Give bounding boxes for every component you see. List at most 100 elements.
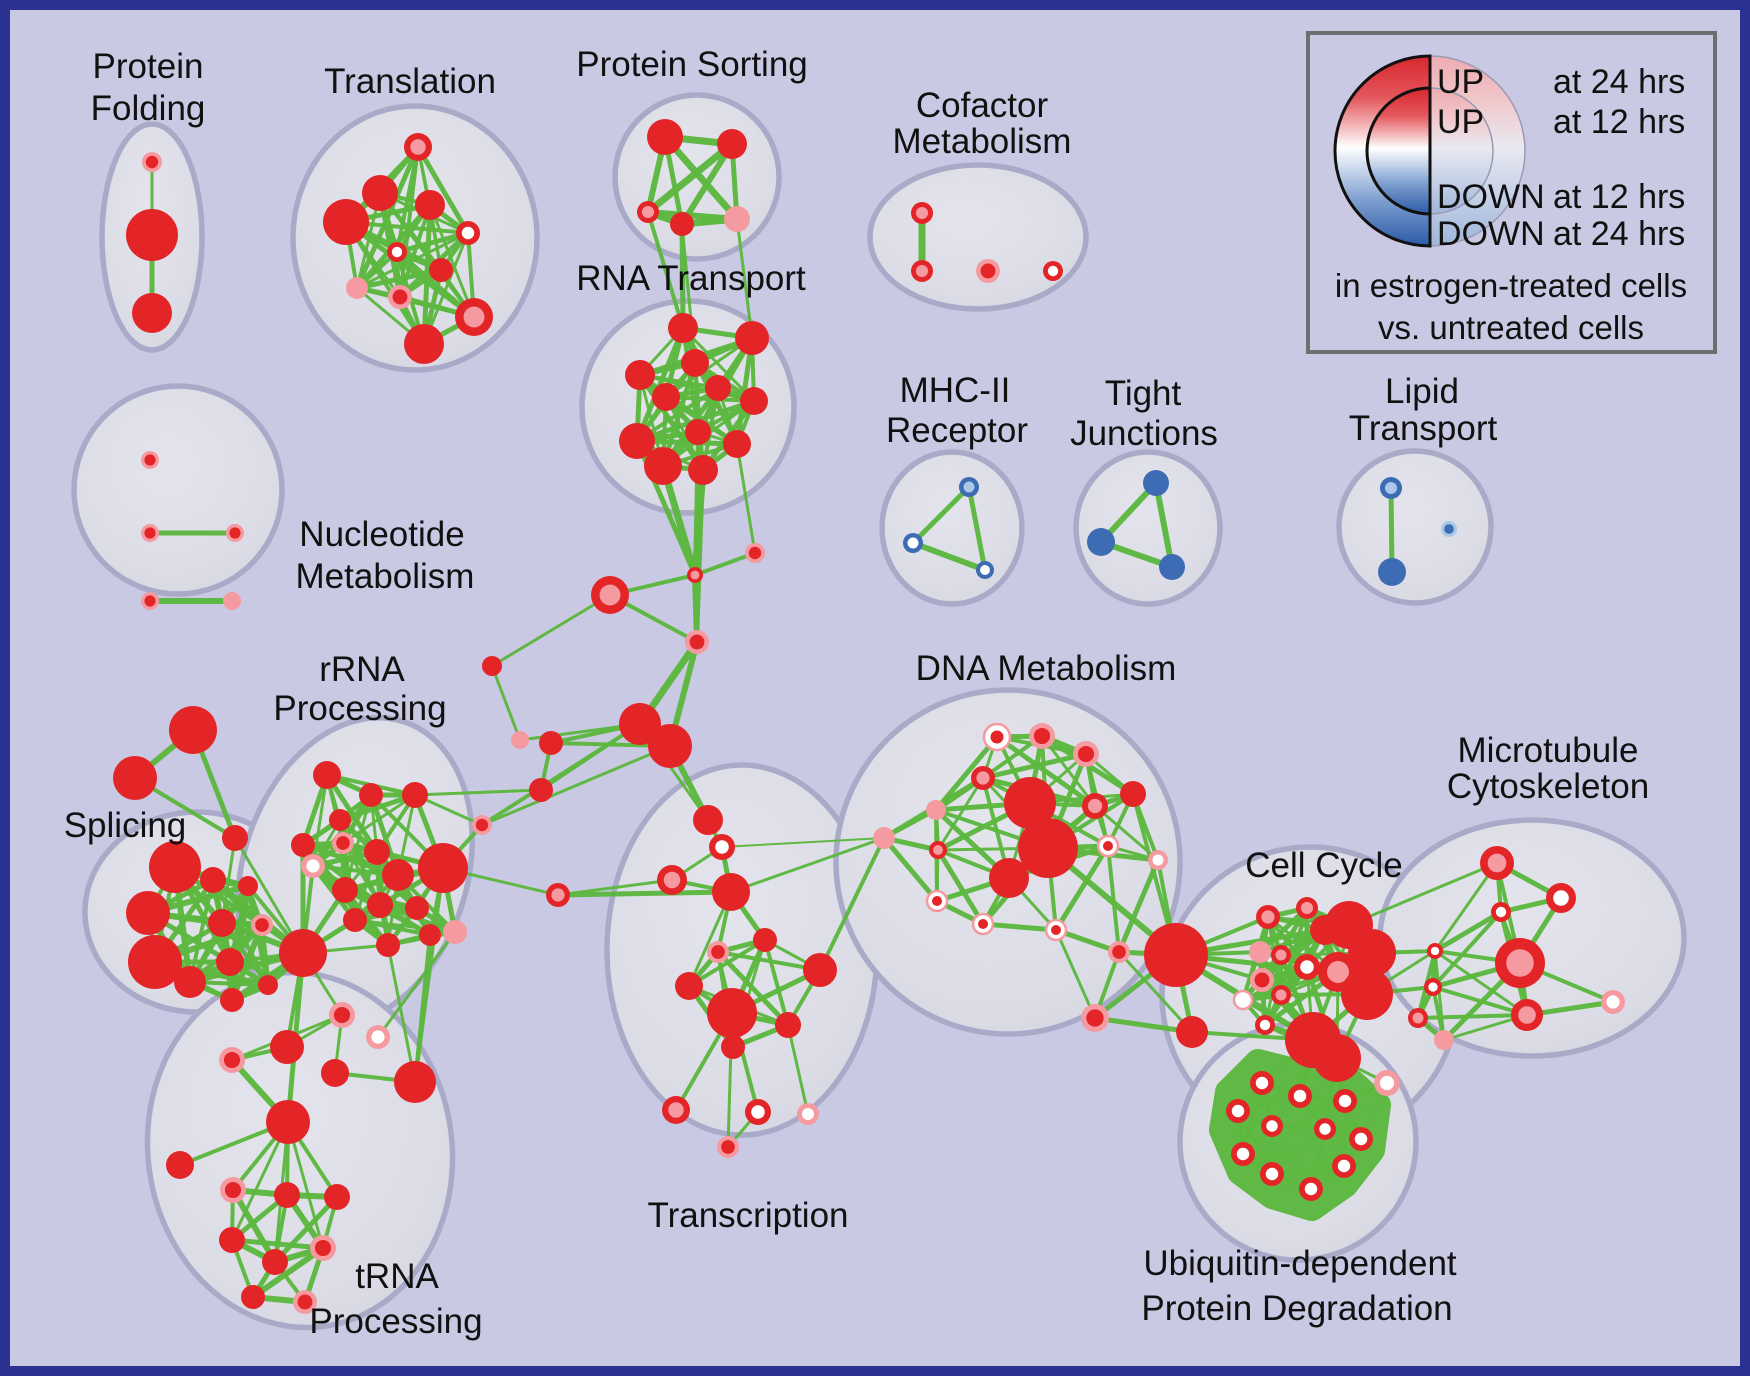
network-node-center [1275, 989, 1287, 1001]
network-node-center [641, 205, 655, 219]
network-edge [715, 949, 791, 1028]
network-node [166, 1151, 194, 1179]
cluster-label: Ubiquitin-dependent [1143, 1244, 1457, 1283]
network-node [174, 966, 206, 998]
network-node-center [1606, 995, 1620, 1009]
network-node-center [1152, 854, 1164, 866]
network-node-center [689, 634, 705, 650]
network-node-center [1327, 961, 1349, 983]
network-node-center [1087, 798, 1103, 814]
network-node-center [801, 1107, 815, 1121]
cluster-nucleotide-metabolism [71, 383, 285, 597]
network-node [803, 953, 837, 987]
network-node [712, 873, 750, 911]
cluster-label: Protein [93, 47, 204, 86]
network-edge [664, 336, 754, 399]
network-node [402, 782, 428, 808]
network-node [717, 129, 747, 159]
network-edge [1347, 861, 1499, 927]
network-node-center [978, 919, 988, 929]
network-edge [354, 267, 444, 291]
network-node-center [229, 527, 241, 539]
network-edge [1054, 928, 1097, 1020]
cluster-label: MHC-II [900, 371, 1011, 410]
network-node [443, 920, 467, 944]
network-node-center [1033, 727, 1051, 745]
network-edge [966, 484, 988, 573]
network-edge [644, 140, 736, 216]
network-node-center [963, 481, 975, 493]
network-node [262, 1249, 288, 1275]
network-node [1341, 968, 1393, 1020]
cluster-label: Microtubule [1458, 731, 1639, 770]
network-node [241, 1285, 265, 1309]
network-node-center [1236, 1147, 1250, 1161]
network-node [675, 972, 703, 1000]
network-node-center [1384, 481, 1398, 495]
network-node [648, 724, 692, 768]
network-edge [933, 734, 1000, 813]
network-node-center [255, 918, 269, 932]
network-node-center [990, 730, 1004, 744]
network-edge [646, 210, 685, 330]
network-node [359, 783, 383, 807]
network-edge [1416, 1013, 1529, 1020]
network-node-center [410, 139, 426, 155]
network-node [619, 423, 655, 459]
network-node [128, 935, 182, 989]
network-node-center [463, 306, 485, 328]
network-edge [480, 744, 672, 827]
network-node [1087, 528, 1115, 556]
cluster-label: Metabolism [296, 557, 475, 596]
network-node-center [1506, 949, 1534, 977]
network-edge [428, 203, 476, 319]
network-node-center [907, 537, 919, 549]
network-node [208, 909, 236, 937]
network-node [1159, 554, 1185, 580]
network-node-center [932, 896, 942, 906]
network-node [313, 761, 341, 789]
network-edge [1053, 843, 1111, 933]
network-node [644, 447, 682, 485]
cluster-label: Lipid [1385, 372, 1459, 411]
network-node [1232, 989, 1254, 1011]
network-node-center [980, 565, 990, 575]
network-node-center [223, 1051, 241, 1069]
legend-time-label: at 12 hrs [1553, 178, 1685, 216]
network-node [329, 809, 351, 831]
network-node-center [690, 570, 700, 580]
network-node-center [1430, 946, 1440, 956]
network-edge [229, 922, 265, 1003]
network-node-center [1428, 982, 1438, 992]
network-node [1144, 923, 1208, 987]
network-node-center [976, 771, 990, 785]
network-node [735, 321, 769, 355]
network-edge [693, 551, 757, 577]
network-node-center [711, 945, 725, 959]
network-node-center [1265, 1167, 1279, 1181]
network-node-center [144, 527, 156, 539]
network-node-center [751, 1105, 765, 1119]
network-edge [230, 1187, 278, 1265]
network-node [723, 430, 751, 458]
network-node [926, 800, 946, 820]
network-node [216, 948, 244, 976]
network-edge [818, 836, 886, 972]
network-edge [693, 430, 700, 577]
network-node [332, 877, 358, 903]
network-node [775, 1012, 801, 1038]
cluster-label: Receptor [886, 411, 1028, 450]
network-node-center [663, 871, 681, 889]
network-node-center [980, 263, 996, 279]
network-edge [1433, 949, 1529, 1017]
network-node [149, 841, 201, 893]
network-node-center [599, 584, 621, 606]
network-node [200, 867, 226, 893]
network-node-center [668, 1102, 684, 1118]
network-node [670, 212, 694, 236]
network-node-center [1293, 1089, 1307, 1103]
network-node-center [1379, 1075, 1395, 1091]
cluster-label: Processing [309, 1302, 482, 1341]
legend-box [1306, 31, 1717, 354]
